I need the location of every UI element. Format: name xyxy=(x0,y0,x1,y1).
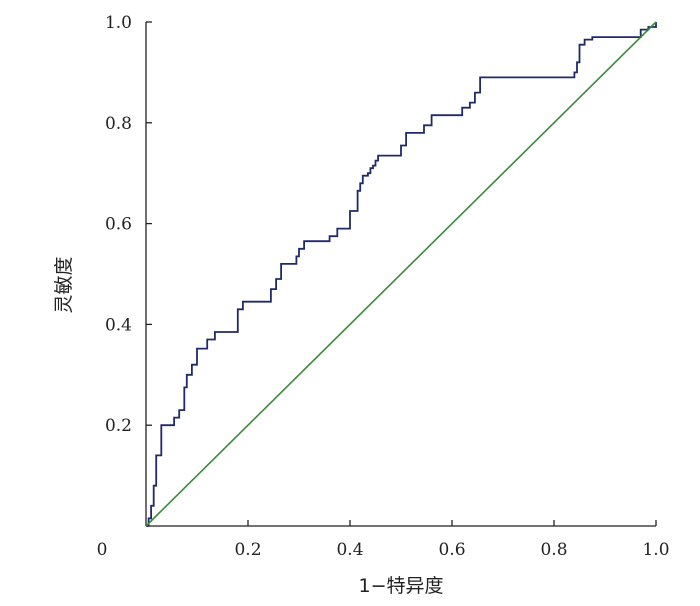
x-tick-label: 1.0 xyxy=(642,540,669,560)
y-axis-title: 灵敏度 xyxy=(53,256,75,313)
y-axis-ticks: 0.2 0.4 0.6 0.8 1.0 xyxy=(105,13,152,436)
x-axis-title: 1−特异度 xyxy=(358,575,443,597)
x-tick-label: 0.6 xyxy=(438,540,465,560)
x-tick-label: 0 xyxy=(97,540,108,560)
x-tick-label: 0.8 xyxy=(540,540,567,560)
y-tick-label: 0.6 xyxy=(105,215,132,235)
reference-diagonal-line xyxy=(145,21,657,527)
y-tick-label: 0.8 xyxy=(105,114,132,134)
roc-curve-line xyxy=(146,22,657,527)
plot-area: 0 0.2 0.4 0.6 0.8 1.0 0.2 0.4 0.6 0.8 1.0 xyxy=(97,13,670,560)
y-tick-label: 0.2 xyxy=(105,416,132,436)
series-layer xyxy=(145,21,657,527)
y-tick-label: 0.4 xyxy=(105,315,132,335)
y-tick-label: 1.0 xyxy=(105,13,132,33)
x-tick-label: 0.4 xyxy=(336,540,363,560)
x-tick-label: 0.2 xyxy=(234,540,261,560)
x-axis-ticks: 0 0.2 0.4 0.6 0.8 1.0 xyxy=(97,520,670,560)
